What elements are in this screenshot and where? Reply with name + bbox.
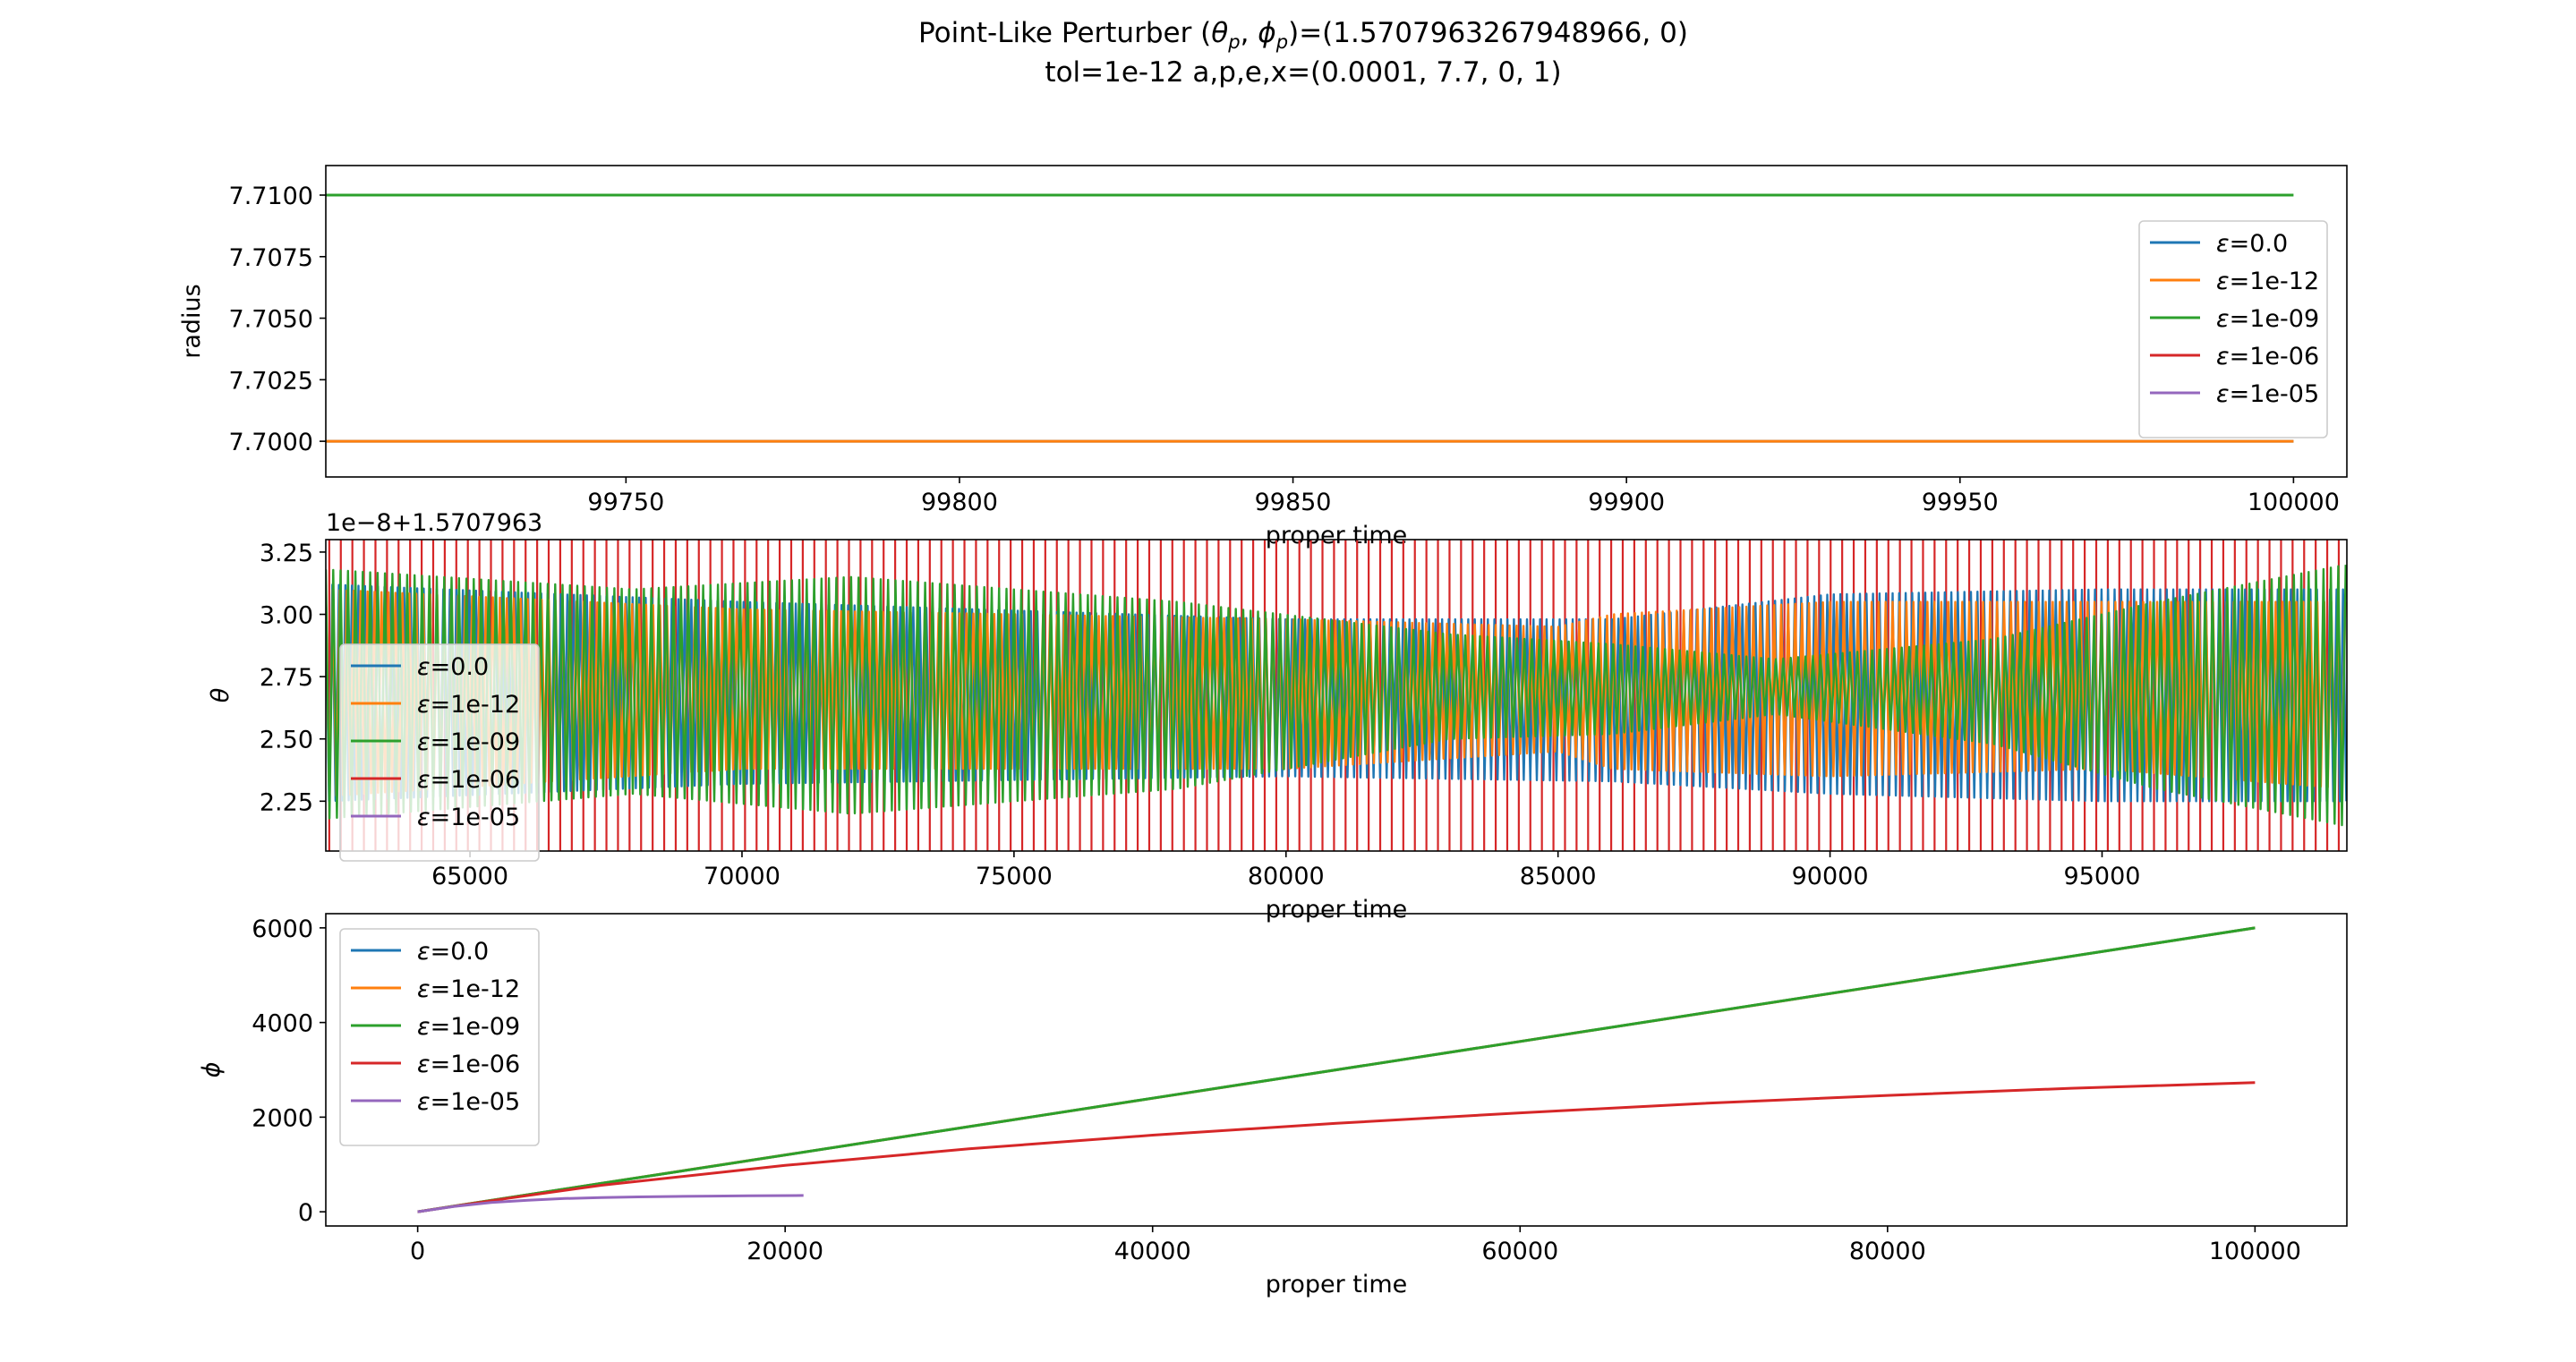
legend-frame [339, 928, 540, 1146]
y-tick-label: 4000 [252, 1010, 313, 1038]
axes-frame [325, 913, 2348, 1227]
x-tick-label: 60000 [1481, 1238, 1558, 1265]
x-axis-label: proper time [1266, 1271, 1408, 1298]
figure-title-line2: tol=1e-12 a,p,e,x=(0.0001, 7.7, 0, 1) [1045, 56, 1561, 89]
figure-title-line1: Point-Like Perturber (θp, ϕp)=(1.5707963… [918, 17, 1688, 53]
plot-area-2 [326, 540, 2347, 851]
x-tick-label: 100000 [2209, 1238, 2301, 1265]
y-tick-label: 2.50 [260, 727, 313, 754]
x-tick-label: 95000 [2064, 863, 2141, 890]
axes-frame [325, 165, 2348, 478]
legend-entry: ε=1e-09 [417, 728, 520, 756]
y-tick-label: 3.00 [260, 602, 313, 630]
legend-3: ε=0.0 ε=1e-12 ε=1e-09 ε=1e-06 ε=1e-05 [339, 928, 540, 1146]
legend-entry: ε=1e-05 [2216, 380, 2319, 408]
y-tick-label: 2000 [252, 1104, 313, 1132]
series-line [417, 926, 2256, 1213]
x-tick-label: 100000 [2248, 489, 2340, 516]
x-tick-label: 20000 [746, 1238, 823, 1265]
legend-entry: ε=0.0 [417, 938, 489, 966]
axes-3: 0 20000 40000 60000 80000 100000 0 2000 4000 6000… [198, 915, 2301, 1298]
y-tick-label: 2.25 [260, 788, 313, 816]
y-tick-label: 7.7000 [229, 429, 313, 456]
legend-2: ε=0.0 ε=1e-12 ε=1e-09 ε=1e-06 ε=1e-05 [339, 643, 540, 862]
x-tick-label: 70000 [704, 863, 780, 890]
legend-entry: ε=0.0 [2216, 230, 2288, 258]
legend-entry: ε=0.0 [417, 653, 489, 681]
series-line-eps_1e-09 [326, 565, 2347, 827]
legend-entry: ε=1e-05 [417, 804, 520, 831]
axes-frame [325, 539, 2348, 852]
x-axis-label: proper time [1266, 896, 1408, 924]
legend-frame [2138, 220, 2328, 438]
series-line [417, 1194, 804, 1213]
legend-entry: ε=1e-06 [417, 766, 520, 794]
legend-1: ε=0.0 ε=1e-12 ε=1e-09 ε=1e-06 ε=1e-05 [2138, 220, 2328, 438]
legend-frame [339, 643, 540, 862]
y-tick-label: 7.7100 [229, 183, 313, 210]
x-tick-label: 80000 [1849, 1238, 1926, 1265]
series-line [417, 1081, 2256, 1213]
y-tick-label: 7.7075 [229, 244, 313, 272]
legend-entry: ε=1e-09 [2216, 305, 2319, 333]
x-tick-label: 99950 [1922, 489, 1999, 516]
x-tick-label: 90000 [1792, 863, 1869, 890]
y-tick-label: 7.7025 [229, 367, 313, 395]
x-tick-label: 65000 [431, 863, 508, 890]
y-tick-label: 2.75 [260, 664, 313, 692]
y-axis-label: radius [178, 284, 206, 358]
x-tick-label: 85000 [1520, 863, 1597, 890]
plot-area-1 [326, 193, 2294, 443]
legend-entry: ε=1e-12 [417, 975, 520, 1003]
x-tick-label: 0 [410, 1238, 425, 1265]
x-axis-label: proper time [1266, 522, 1408, 549]
legend-entry: ε=1e-09 [417, 1013, 520, 1041]
plot-area-3 [417, 926, 2256, 1213]
x-tick-label: 80000 [1248, 863, 1325, 890]
legend-entry: ε=1e-12 [2216, 268, 2319, 295]
legend-entry: ε=1e-06 [417, 1051, 520, 1078]
y-axis-label: θ [207, 688, 235, 703]
legend-entry: ε=1e-05 [417, 1088, 520, 1116]
x-tick-label: 40000 [1114, 1238, 1191, 1265]
y-axis-label: ϕ [198, 1062, 226, 1078]
x-tick-label: 99850 [1255, 489, 1332, 516]
legend-entry: ε=1e-06 [2216, 343, 2319, 370]
axes-1: 99750 99800 99850 99900 99950 100000 7.7000 7.7… [178, 183, 2340, 549]
y-offset-text: 1e−8+1.5707963 [326, 509, 542, 537]
y-tick-label: 7.7050 [229, 306, 313, 334]
y-tick-label: 0 [298, 1199, 313, 1227]
axes-2: 65000 70000 75000 80000 85000 90000 95000 2.25 2… [207, 540, 2140, 924]
x-tick-label: 99800 [921, 489, 998, 516]
legend-entry: ε=1e-12 [417, 691, 520, 719]
x-tick-label: 99750 [587, 489, 664, 516]
x-tick-label: 75000 [976, 863, 1053, 890]
y-tick-label: 6000 [252, 915, 313, 943]
x-tick-label: 99900 [1588, 489, 1665, 516]
y-tick-label: 3.25 [260, 540, 313, 567]
